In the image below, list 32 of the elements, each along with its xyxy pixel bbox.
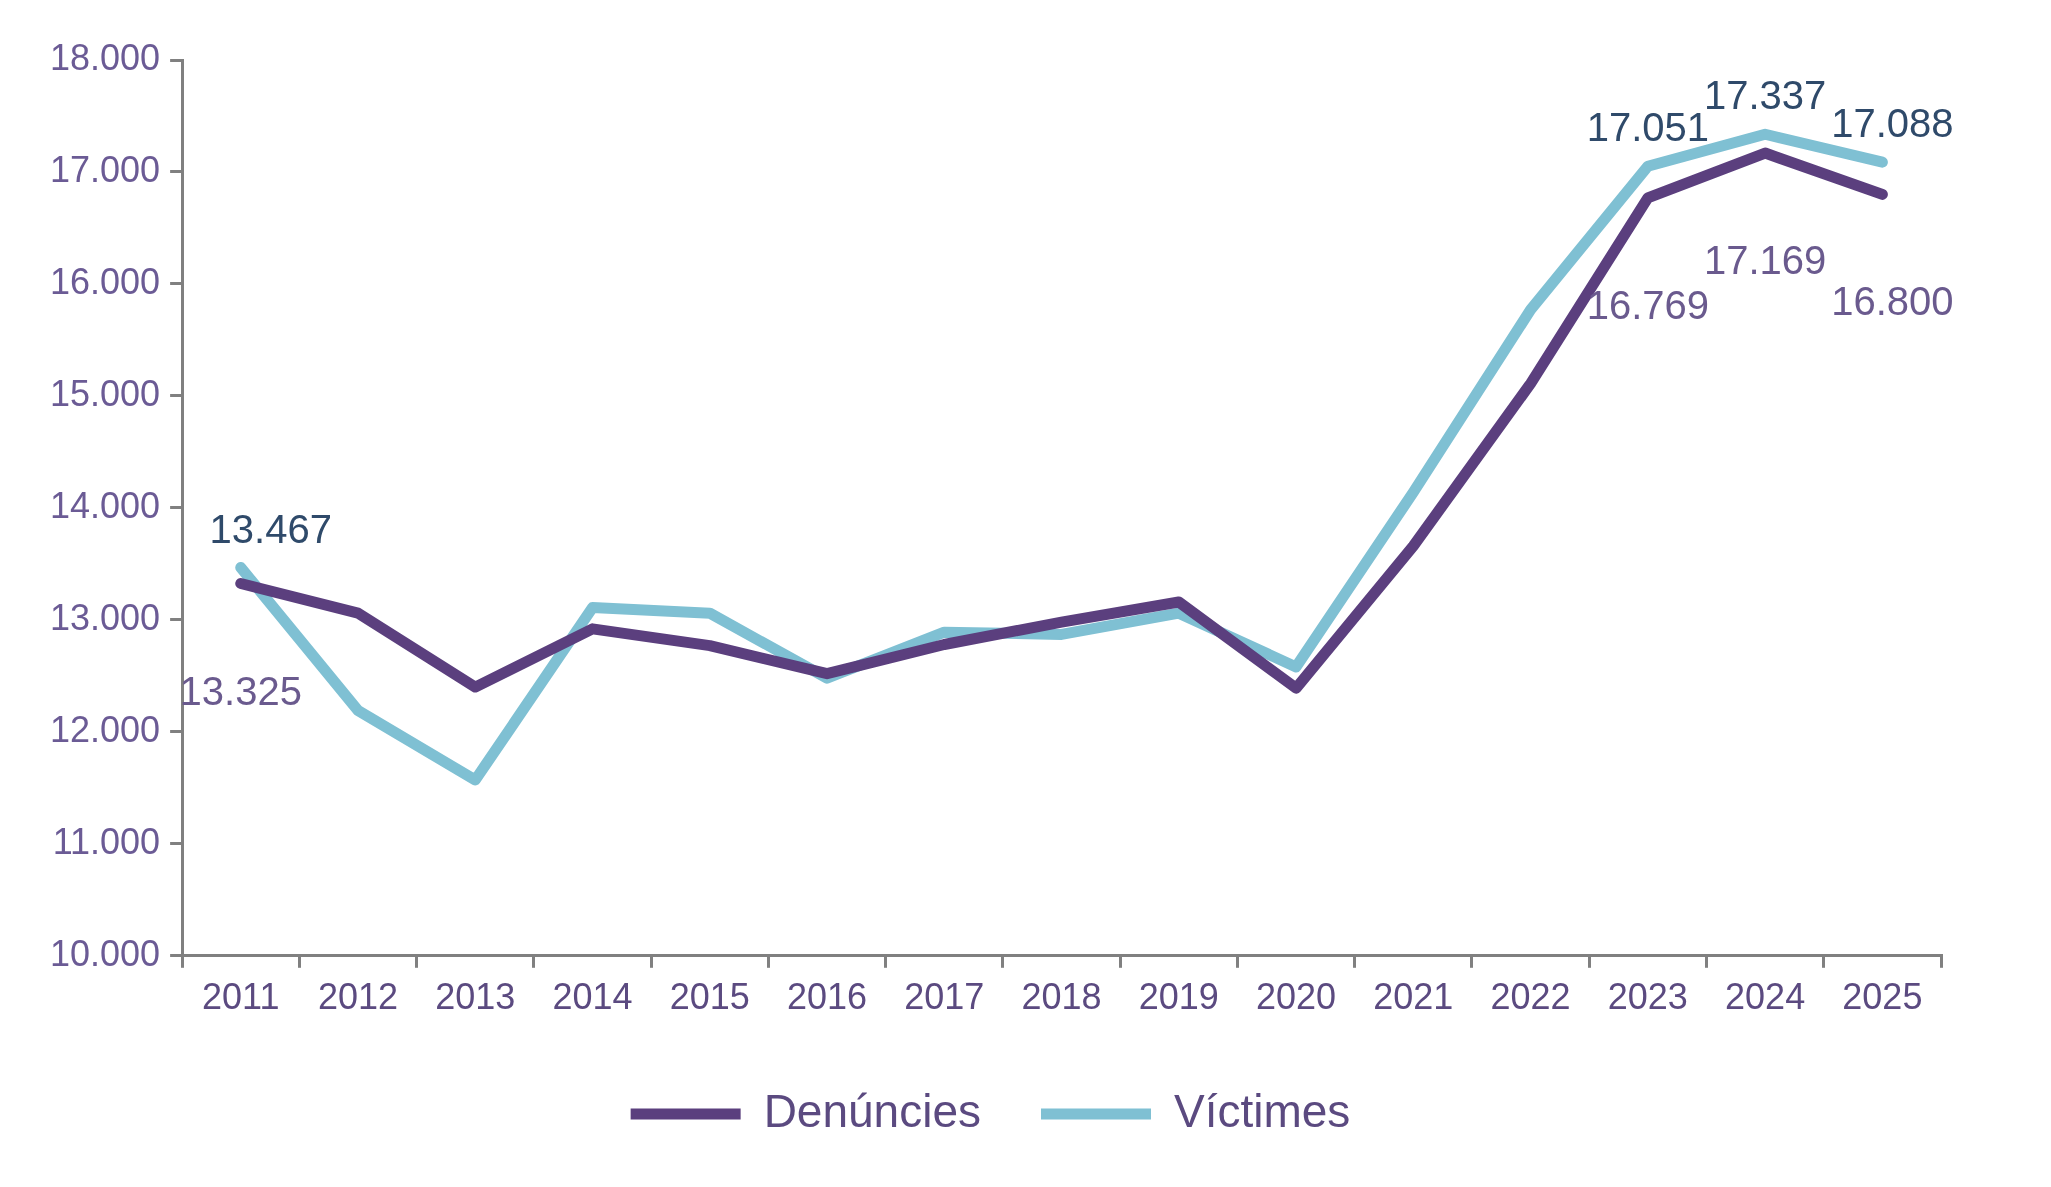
legend-label: Víctimes [1174,1084,1351,1137]
y-tick-label: 10.000 [50,932,161,974]
x-tick-label: 2022 [1490,976,1571,1018]
data-label: 17.337 [1703,73,1827,118]
y-tick-label: 12.000 [50,708,161,750]
y-tick-label: 16.000 [50,260,161,302]
x-tick-label: 2018 [1021,976,1102,1018]
x-tick-label: 2015 [669,976,750,1018]
y-tick-label: 15.000 [50,372,161,414]
data-label: 17.169 [1703,238,1827,283]
x-tick-label: 2025 [1842,976,1923,1018]
data-label: 13.467 [209,506,332,551]
y-tick-label: 18.000 [50,36,161,78]
x-tick-label: 2012 [317,976,399,1018]
data-label: 17.088 [1831,101,1954,146]
x-tick-label: 2013 [435,976,516,1018]
data-label: 16.769 [1586,282,1710,327]
x-tick-label: 2019 [1138,976,1219,1018]
legend-label: Denúncies [763,1084,981,1137]
x-tick-label: 2014 [552,976,633,1018]
x-tick-label: 2020 [1256,976,1337,1018]
data-label: 16.800 [1831,279,1954,324]
x-tick-label: 2021 [1373,976,1454,1018]
x-tick-label: 2024 [1725,976,1806,1018]
y-tick-label: 11.000 [52,820,161,862]
y-tick-label: 14.000 [50,484,161,526]
y-tick-label: 17.000 [50,148,161,190]
x-tick-label: 2011 [202,976,280,1018]
y-tick-label: 13.000 [50,596,161,638]
x-tick-label: 2017 [904,976,985,1018]
x-tick-label: 2016 [786,976,868,1018]
x-tick-label: 2023 [1607,976,1688,1018]
